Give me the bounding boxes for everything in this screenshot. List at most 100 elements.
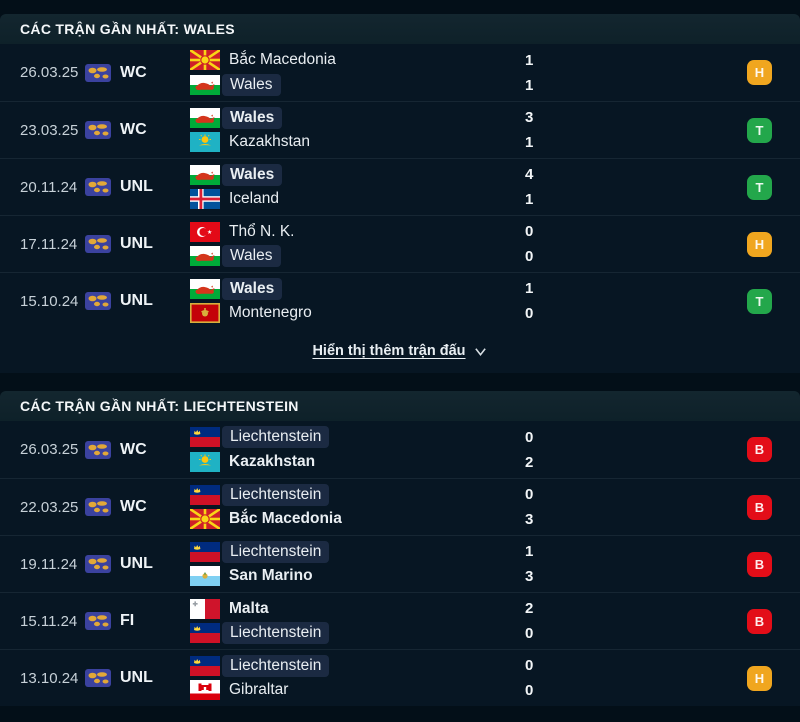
liechtenstein-flag-icon (190, 427, 220, 447)
result-badge-cell: T (722, 273, 800, 329)
team-score: 0 (525, 657, 534, 675)
competition: FI (85, 593, 190, 649)
team-score: 0 (525, 486, 534, 504)
team-name: Montenegro (229, 304, 312, 322)
competition-flag-icon (85, 235, 111, 253)
team-name: Wales (222, 163, 283, 186)
result-badge-cell: B (722, 479, 800, 535)
match-row[interactable]: 26.03.25 WC Bắc Macedonia 1 Wales 1 H (0, 44, 800, 101)
match-row[interactable]: 22.03.25 WC Liechtenstein 0 Bắc Macedonia 3… (0, 478, 800, 535)
result-badge: B (747, 551, 772, 577)
team-name: Kazakhstan (229, 453, 316, 470)
team-line: Iceland 1 (190, 187, 722, 211)
competition-code: WC (120, 498, 147, 515)
match-row[interactable]: 26.03.25 WC Liechtenstein 0 Kazakhstan 2 B (0, 421, 800, 478)
match-row[interactable]: 15.11.24 FI Malta 2 Liechtenstein 0 B (0, 592, 800, 649)
kazakhstan-flag-icon (190, 452, 220, 472)
section-wales: CÁC TRẬN GẦN NHẤT: WALES 26.03.25 WC Bắc… (0, 14, 800, 373)
result-badge-cell: H (722, 44, 800, 101)
show-more-button[interactable]: Hiển thị thêm trận đấu (312, 343, 487, 359)
result-badge-cell: T (722, 102, 800, 158)
competition-code: FI (120, 612, 135, 629)
team-line: Liechtenstein 0 (190, 483, 722, 507)
section-title: CÁC TRẬN GẦN NHẤT: WALES (0, 14, 800, 44)
result-badge-cell: H (722, 650, 800, 706)
competition-flag-icon (85, 555, 111, 573)
competition: WC (85, 421, 190, 478)
liechtenstein-flag-icon (190, 623, 220, 644)
result-badge: B (747, 437, 772, 462)
competition: UNL (85, 650, 190, 706)
team-score: 4 (525, 166, 534, 184)
kazakhstan-flag-icon (190, 132, 220, 153)
section-title: CÁC TRẬN GẦN NHẤT: LIECHTENSTEIN (0, 391, 800, 421)
team-name: Wales (222, 74, 281, 96)
team-name: Iceland (229, 190, 279, 208)
team-name: Bắc Macedonia (229, 51, 336, 68)
liechtenstein-flag-icon (190, 655, 220, 676)
team-line: San Marino 3 (190, 564, 722, 588)
competition: UNL (85, 159, 190, 215)
north-macedonia-flag-icon (190, 509, 220, 530)
team-line: Liechtenstein 0 (190, 425, 722, 449)
result-badge: T (747, 288, 772, 314)
team-score: 1 (525, 76, 534, 94)
competition-flag-icon (85, 612, 111, 630)
team-name: Gibraltar (229, 681, 289, 699)
north-macedonia-flag-icon (190, 50, 220, 70)
competition-flag-icon (85, 63, 111, 82)
team-score: 1 (525, 133, 534, 151)
team-line: Liechtenstein 1 (190, 540, 722, 564)
competition-flag-icon (85, 178, 111, 196)
team-name: Liechtenstein (222, 483, 330, 506)
wales-flag-icon (190, 107, 220, 128)
match-date: 22.03.25 (20, 498, 79, 516)
san-marino-flag-icon (190, 566, 220, 587)
match-row[interactable]: 23.03.25 WC Wales 3 Kazakhstan 1 T (0, 101, 800, 158)
teams: Wales 3 Kazakhstan 1 (190, 102, 722, 158)
result-badge-cell: B (722, 421, 800, 478)
match-row[interactable]: 15.10.24 UNL Wales 1 Montenegro 0 T (0, 272, 800, 329)
match-row[interactable]: 20.11.24 UNL Wales 4 Iceland 1 T (0, 158, 800, 215)
team-score: 1 (525, 543, 534, 561)
competition-code: UNL (120, 555, 153, 572)
match-list: 26.03.25 WC Liechtenstein 0 Kazakhstan 2 B … (0, 421, 800, 706)
competition-code: UNL (120, 292, 153, 309)
competition-flag-icon (85, 669, 111, 687)
team-name: Malta (229, 599, 269, 617)
competition-flag-icon (85, 292, 111, 310)
team-line: Wales 4 (190, 163, 722, 187)
team-name: Bắc Macedonia (229, 510, 342, 528)
team-line: Wales 0 (190, 244, 722, 268)
team-score: 3 (525, 109, 534, 127)
team-score: 1 (525, 51, 534, 69)
team-line: Wales 1 (190, 73, 722, 97)
match-row[interactable]: 19.11.24 UNL Liechtenstein 1 San Marino 3 B (0, 535, 800, 592)
team-line: Gibraltar 0 (190, 678, 722, 702)
team-name: Liechtenstein (222, 426, 330, 448)
liechtenstein-flag-icon (190, 541, 220, 562)
teams: Malta 2 Liechtenstein 0 (190, 593, 722, 649)
team-score: 1 (525, 190, 534, 208)
iceland-flag-icon (190, 189, 220, 210)
team-name: Wales (222, 277, 283, 300)
team-score: 1 (525, 280, 534, 298)
team-line: Kazakhstan 1 (190, 130, 722, 154)
match-row[interactable]: 17.11.24 UNL Thổ N. K. 0 Wales 0 H (0, 215, 800, 272)
team-name: San Marino (229, 567, 313, 585)
result-badge-cell: T (722, 159, 800, 215)
match-date: 23.03.25 (20, 121, 79, 139)
teams: Liechtenstein 0 Bắc Macedonia 3 (190, 479, 722, 535)
result-badge-cell: H (722, 216, 800, 272)
show-more-label: Hiển thị thêm trận đấu (312, 343, 466, 359)
team-score: 0 (525, 681, 534, 699)
match-date: 19.11.24 (20, 555, 78, 573)
competition: UNL (85, 536, 190, 592)
team-line: Bắc Macedonia 3 (190, 507, 722, 531)
team-score: 2 (525, 453, 534, 471)
match-row[interactable]: 13.10.24 UNL Liechtenstein 0 Gibraltar 0 H (0, 649, 800, 706)
team-name: Liechtenstein (222, 654, 330, 677)
team-score: 0 (525, 304, 534, 322)
team-score: 0 (525, 428, 534, 446)
result-badge: T (747, 174, 772, 200)
